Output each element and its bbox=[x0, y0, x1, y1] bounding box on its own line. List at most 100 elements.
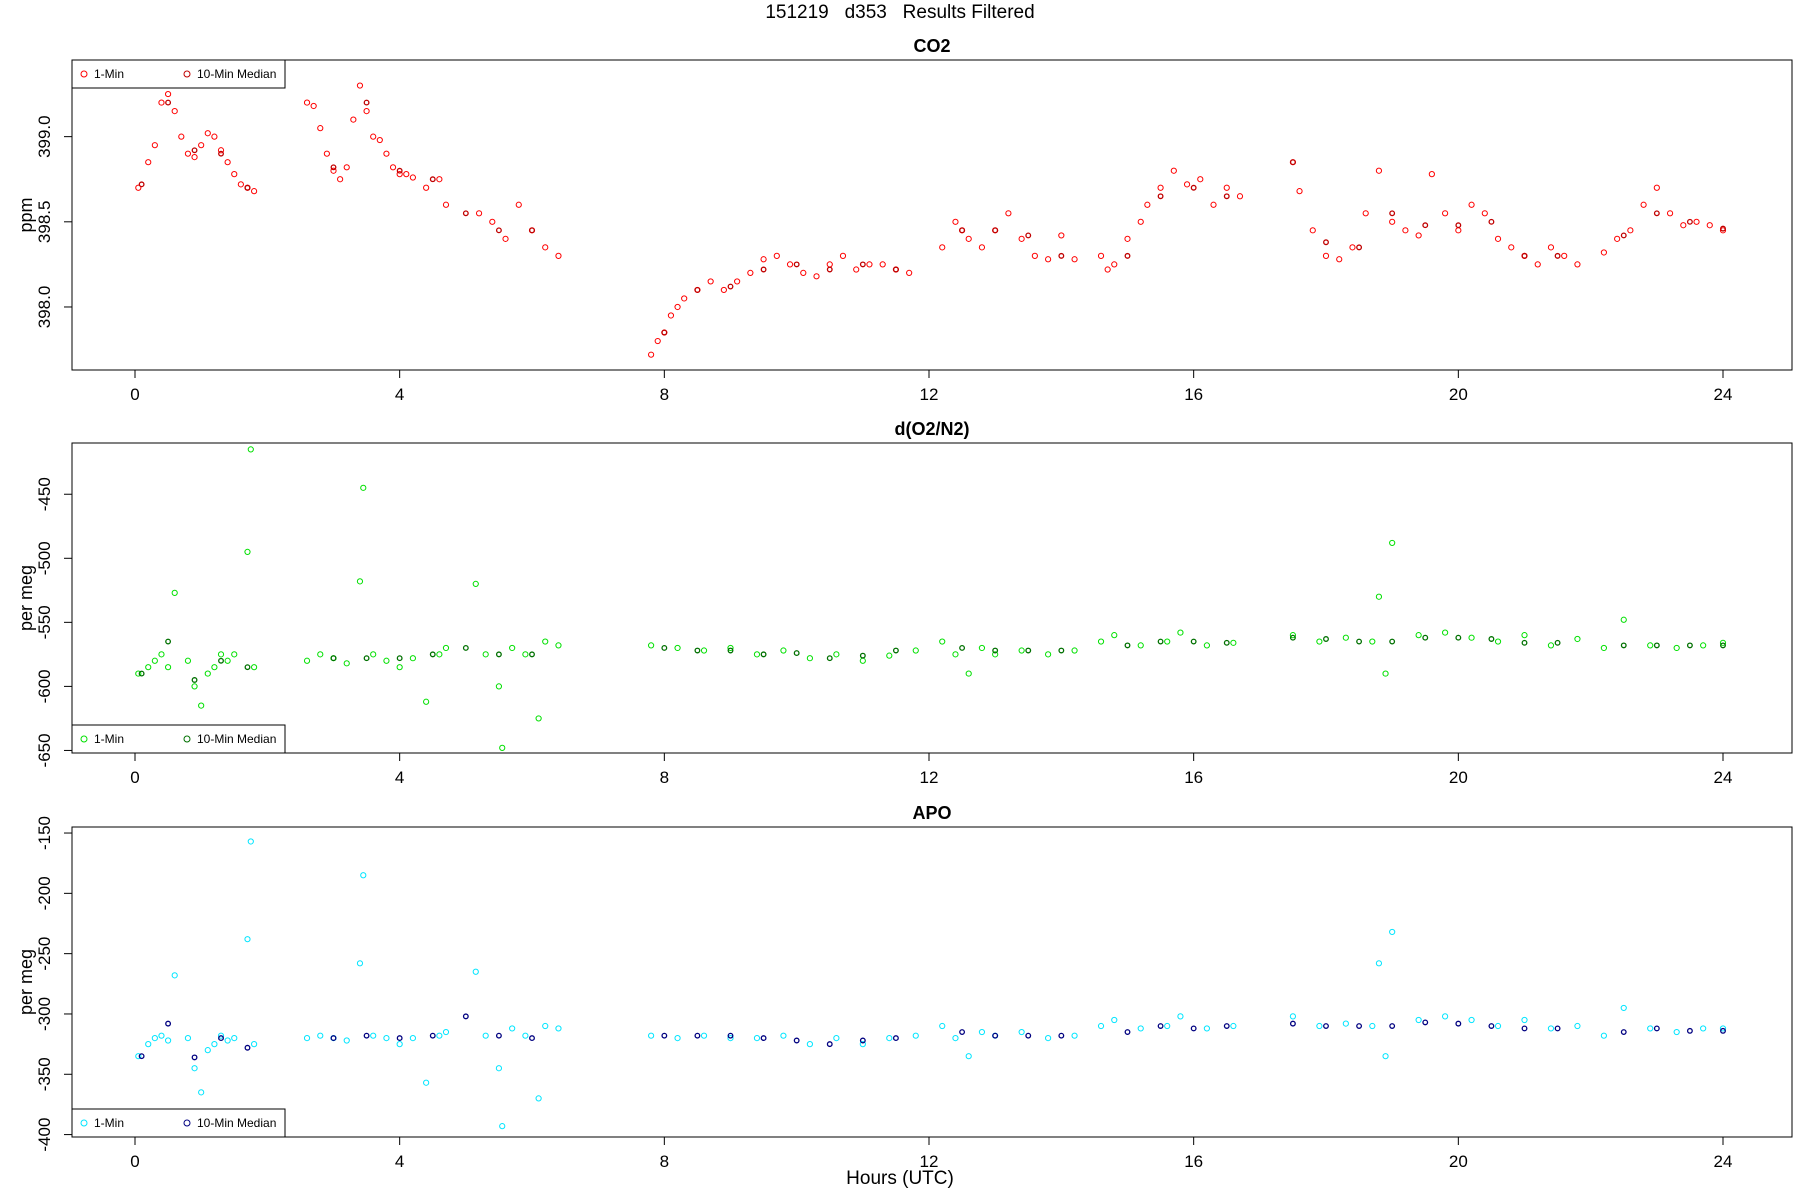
data-point bbox=[952, 651, 959, 658]
data-point bbox=[700, 1032, 708, 1039]
data-point bbox=[1627, 227, 1634, 234]
data-point bbox=[1025, 232, 1032, 239]
data-point bbox=[734, 278, 741, 285]
data-point bbox=[859, 261, 866, 268]
data-point bbox=[1104, 266, 1111, 273]
data-point bbox=[992, 227, 999, 234]
data-point bbox=[667, 312, 675, 319]
legend-label: 1-Min bbox=[94, 732, 124, 746]
y-tick-label: -650 bbox=[35, 733, 54, 767]
data-point bbox=[165, 638, 172, 645]
data-point bbox=[1309, 227, 1316, 234]
data-point bbox=[1342, 1020, 1349, 1027]
legend-label: 10-Min Median bbox=[197, 1116, 276, 1130]
data-point bbox=[1389, 539, 1396, 547]
data-point bbox=[383, 150, 390, 157]
data-point bbox=[522, 651, 529, 658]
data-point bbox=[1025, 1032, 1032, 1039]
y-tick-label: -300 bbox=[35, 997, 54, 1031]
data-point bbox=[247, 446, 254, 453]
data-point bbox=[1230, 639, 1237, 646]
data-point bbox=[959, 645, 966, 651]
data-point bbox=[370, 133, 377, 140]
data-point bbox=[343, 164, 350, 171]
data-point bbox=[436, 1032, 443, 1039]
data-point bbox=[1640, 201, 1647, 208]
data-point bbox=[826, 266, 833, 273]
data-point bbox=[370, 1032, 377, 1039]
data-point bbox=[780, 1032, 787, 1039]
data-point bbox=[218, 150, 224, 157]
data-point bbox=[1422, 634, 1429, 641]
data-point bbox=[1547, 642, 1555, 649]
data-point bbox=[1653, 210, 1660, 217]
data-point bbox=[1561, 252, 1568, 259]
data-point bbox=[1442, 629, 1449, 636]
data-point bbox=[165, 99, 172, 106]
data-point bbox=[1190, 184, 1197, 191]
data-point bbox=[1680, 222, 1687, 229]
data-point bbox=[1653, 1025, 1660, 1032]
data-point bbox=[681, 295, 688, 302]
data-point bbox=[992, 647, 999, 654]
data-point bbox=[1183, 181, 1191, 188]
data-point bbox=[436, 176, 443, 183]
data-point bbox=[1203, 1025, 1211, 1032]
data-point bbox=[1025, 647, 1032, 654]
data-point bbox=[674, 644, 681, 652]
data-point bbox=[1442, 210, 1449, 217]
data-point bbox=[1521, 1016, 1528, 1024]
data-point bbox=[1389, 218, 1396, 225]
data-point bbox=[1005, 210, 1012, 217]
data-point bbox=[337, 176, 344, 183]
data-point bbox=[158, 99, 165, 106]
data-point bbox=[886, 652, 893, 659]
data-point bbox=[959, 227, 966, 234]
data-point bbox=[363, 107, 370, 115]
data-point bbox=[859, 1041, 866, 1048]
data-point bbox=[694, 647, 701, 654]
data-point bbox=[1164, 1022, 1171, 1030]
panel-title: CO2 bbox=[913, 36, 950, 56]
x-tick-label: 8 bbox=[660, 768, 669, 787]
data-point bbox=[1488, 218, 1495, 225]
data-point bbox=[1223, 639, 1230, 646]
data-point bbox=[1389, 638, 1396, 645]
data-point bbox=[191, 1065, 198, 1072]
x-tick-label: 4 bbox=[395, 1152, 404, 1171]
data-point bbox=[806, 1041, 814, 1048]
data-point bbox=[727, 647, 734, 654]
data-point bbox=[1210, 201, 1217, 208]
data-point bbox=[356, 82, 364, 89]
data-point bbox=[135, 670, 142, 677]
data-point bbox=[237, 181, 244, 188]
data-point bbox=[499, 744, 506, 751]
data-point bbox=[423, 1079, 430, 1086]
data-point bbox=[1468, 634, 1475, 641]
data-point bbox=[211, 133, 218, 140]
data-point bbox=[217, 147, 225, 154]
data-point bbox=[1720, 1027, 1726, 1034]
y-tick-label: -250 bbox=[35, 937, 54, 971]
data-point bbox=[879, 261, 886, 268]
data-point bbox=[409, 1034, 416, 1042]
data-point bbox=[1620, 616, 1627, 623]
data-point bbox=[978, 244, 986, 251]
data-point bbox=[1369, 1022, 1376, 1030]
data-point bbox=[330, 1035, 337, 1042]
data-point bbox=[1296, 188, 1303, 195]
legend-box bbox=[71, 724, 286, 754]
data-point bbox=[495, 227, 502, 234]
data-point bbox=[1170, 167, 1177, 174]
x-tick-label: 16 bbox=[1184, 1152, 1203, 1171]
data-point bbox=[1673, 644, 1680, 652]
data-point bbox=[1415, 632, 1422, 639]
data-point bbox=[171, 589, 178, 596]
data-point bbox=[1375, 593, 1383, 600]
data-point bbox=[1144, 201, 1151, 208]
data-point bbox=[1415, 232, 1422, 239]
data-point bbox=[654, 337, 661, 345]
data-point bbox=[472, 580, 479, 588]
data-point bbox=[323, 150, 330, 157]
data-point bbox=[482, 651, 489, 658]
